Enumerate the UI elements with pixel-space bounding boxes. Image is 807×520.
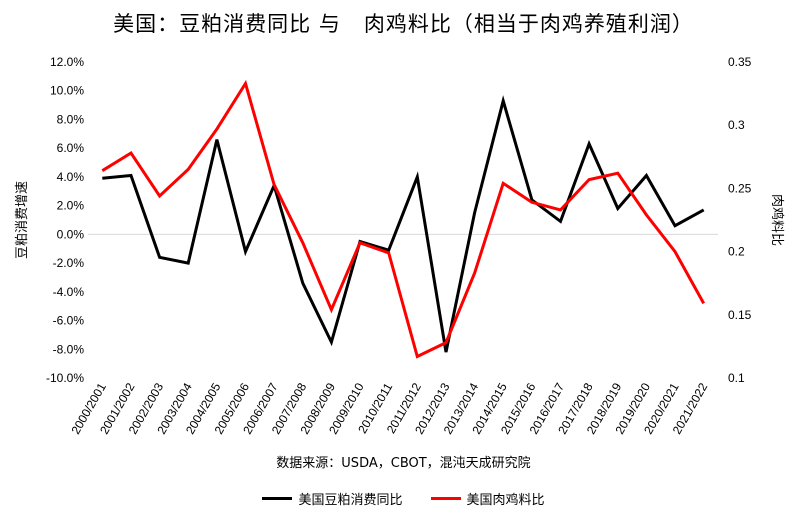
right-axis-ticks: 0.35 0.3 0.25 0.2 0.15 0.1 (728, 55, 752, 385)
chart-title: 美国：豆粕消费同比 与 肉鸡料比（相当于肉鸡养殖利润） (113, 12, 694, 36)
right-tick-label: 0.15 (728, 308, 752, 322)
left-tick-label: -4.0% (53, 285, 85, 299)
source-note: 数据来源：USDA，CBOT，混沌天成研究院 (276, 456, 531, 471)
legend-item-soymeal: 美国豆粕消费同比 (262, 489, 403, 508)
left-tick-label: 10.0% (50, 84, 84, 98)
left-tick-label: 2.0% (57, 199, 85, 213)
left-tick-label: -6.0% (53, 314, 85, 328)
right-tick-label: 0.3 (728, 118, 745, 132)
legend-swatch-soymeal (262, 497, 293, 500)
left-tick-label: 6.0% (57, 141, 85, 155)
right-tick-label: 0.2 (728, 245, 745, 259)
left-tick-label: 4.0% (57, 170, 85, 184)
left-tick-label: -2.0% (53, 256, 85, 270)
left-tick-label: -8.0% (53, 342, 85, 356)
legend-item-broiler-feed-ratio: 美国肉鸡料比 (430, 489, 545, 508)
legend-label-broiler-feed-ratio: 美国肉鸡料比 (466, 493, 545, 508)
left-axis-title: 豆粕消费增速 (15, 181, 30, 259)
right-tick-label: 0.1 (728, 371, 745, 385)
legend-label-soymeal: 美国豆粕消费同比 (298, 493, 403, 508)
series-line-soymeal (102, 95, 705, 353)
legend-swatch-broiler-feed-ratio (430, 497, 461, 500)
right-tick-label: 0.35 (728, 55, 752, 69)
legend: 美国豆粕消费同比 美国肉鸡料比 (0, 489, 807, 508)
left-tick-label: 8.0% (57, 112, 85, 126)
left-tick-label: 0.0% (57, 227, 85, 241)
left-axis-ticks: 12.0% 10.0% 8.0% 6.0% 4.0% 2.0% 0.0% -2.0% -4.0%… (46, 55, 84, 385)
right-axis-title: 肉鸡料比 (769, 194, 785, 246)
series-line-broiler-feed-ratio (101, 79, 706, 359)
left-tick-label: -10.0% (46, 371, 84, 385)
right-tick-label: 0.25 (728, 181, 752, 195)
left-tick-label: 12.0% (50, 55, 84, 69)
series-lines (101, 79, 706, 359)
